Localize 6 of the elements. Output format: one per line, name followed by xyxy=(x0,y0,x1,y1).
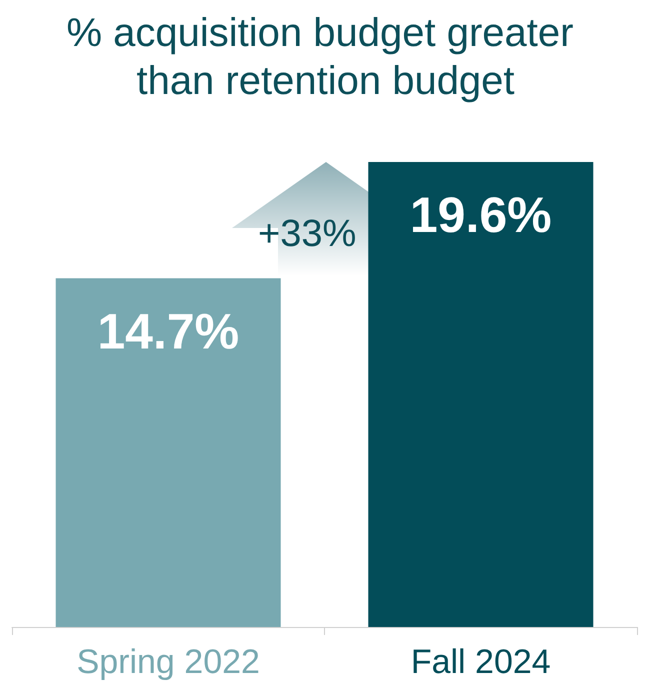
chart-title: % acquisition budget greater than retention budget xyxy=(66,11,585,103)
x-tick-label: Spring 2022 xyxy=(76,643,260,681)
data-label: 19.6% xyxy=(410,187,552,243)
annotation: +33% xyxy=(258,213,356,255)
x-tick-label: Fall 2024 xyxy=(410,643,551,681)
data-label: 14.7% xyxy=(97,303,240,360)
